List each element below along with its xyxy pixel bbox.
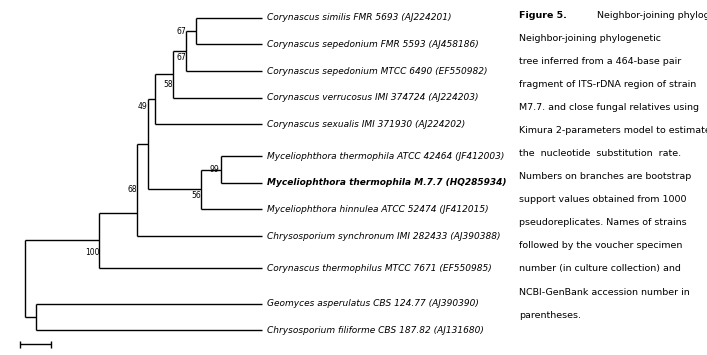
Text: Chrysosporium filiforme CBS 187.82 (AJ131680): Chrysosporium filiforme CBS 187.82 (AJ13… [267,326,484,335]
Text: Myceliophthora hinnulea ATCC 52474 (JF412015): Myceliophthora hinnulea ATCC 52474 (JF41… [267,205,489,214]
Text: 100: 100 [85,247,99,257]
Text: Figure 5.: Figure 5. [519,11,567,20]
Text: 67: 67 [176,53,186,62]
Text: 99: 99 [209,165,219,174]
Text: 58: 58 [163,80,173,89]
Text: Kimura 2-parameters model to estimate: Kimura 2-parameters model to estimate [519,126,707,135]
Text: 56: 56 [192,191,201,201]
Text: Corynascus sepedonium MTCC 6490 (EF550982): Corynascus sepedonium MTCC 6490 (EF55098… [267,66,488,76]
Text: the  nucleotide  substitution  rate.: the nucleotide substitution rate. [519,149,681,158]
Text: followed by the voucher specimen: followed by the voucher specimen [519,241,682,250]
Text: Chrysosporium synchronum IMI 282433 (AJ390388): Chrysosporium synchronum IMI 282433 (AJ3… [267,231,501,241]
Text: Corynascus sexualis IMI 371930 (AJ224202): Corynascus sexualis IMI 371930 (AJ224202… [267,120,465,129]
Text: 68: 68 [128,185,137,195]
Text: Corynascus thermophilus MTCC 7671 (EF550985): Corynascus thermophilus MTCC 7671 (EF550… [267,263,492,273]
Text: M7.7. and close fungal relatives using: M7.7. and close fungal relatives using [519,103,699,112]
Text: Numbers on branches are bootstrap: Numbers on branches are bootstrap [519,172,691,181]
Text: number (in culture collection) and: number (in culture collection) and [519,264,681,273]
Text: parentheses.: parentheses. [519,311,581,320]
Text: tree inferred from a 464-base pair: tree inferred from a 464-base pair [519,57,681,66]
Text: 49: 49 [138,102,148,111]
Text: Corynascus verrucosus IMI 374724 (AJ224203): Corynascus verrucosus IMI 374724 (AJ2242… [267,93,479,102]
Text: Corynascus similis FMR 5693 (AJ224201): Corynascus similis FMR 5693 (AJ224201) [267,13,452,22]
Text: Myceliophthora thermophila M.7.7 (HQ285934): Myceliophthora thermophila M.7.7 (HQ2859… [267,178,507,187]
Text: Corynascus sepedonium FMR 5593 (AJ458186): Corynascus sepedonium FMR 5593 (AJ458186… [267,40,479,49]
Text: support values obtained from 1000: support values obtained from 1000 [519,195,686,204]
Text: Geomyces asperulatus CBS 124.77 (AJ390390): Geomyces asperulatus CBS 124.77 (AJ39039… [267,299,479,308]
Text: Neighbor-joining phylogenetic: Neighbor-joining phylogenetic [594,11,707,20]
Text: NCBI-GenBank accession number in: NCBI-GenBank accession number in [519,288,690,296]
Text: 67: 67 [176,27,186,36]
Text: pseudoreplicates. Names of strains: pseudoreplicates. Names of strains [519,218,686,227]
Text: Neighbor-joining phylogenetic: Neighbor-joining phylogenetic [519,34,661,43]
Text: fragment of ITS-rDNA region of strain: fragment of ITS-rDNA region of strain [519,80,696,89]
Text: Myceliophthora thermophila ATCC 42464 (JF412003): Myceliophthora thermophila ATCC 42464 (J… [267,152,505,161]
